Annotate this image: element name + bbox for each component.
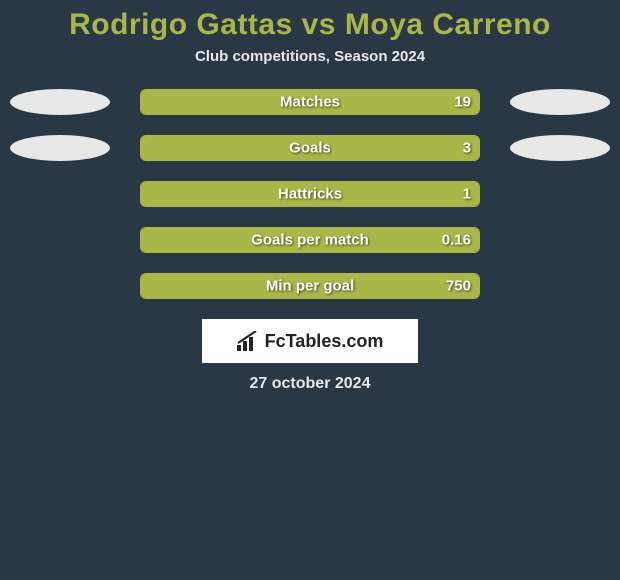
stat-bar: Goals 3 <box>140 135 480 161</box>
player-right-marker <box>510 89 610 115</box>
stat-value-right: 750 <box>446 278 471 295</box>
player-left-marker <box>10 89 110 115</box>
stat-label: Goals <box>289 140 331 157</box>
stat-label: Min per goal <box>266 278 354 295</box>
player-left-marker <box>10 135 110 161</box>
stat-row: Goals 3 <box>0 135 620 161</box>
stat-value-right: 19 <box>454 94 471 111</box>
date-label: 27 october 2024 <box>0 375 620 393</box>
logo-box: FcTables.com <box>202 319 418 363</box>
stat-row: Min per goal 750 <box>0 273 620 299</box>
stat-value-right: 0.16 <box>442 232 471 249</box>
stat-row: Matches 19 <box>0 89 620 115</box>
stat-label: Hattricks <box>278 186 342 203</box>
stat-row: Hattricks 1 <box>0 181 620 207</box>
stat-label: Matches <box>280 94 340 111</box>
page-subtitle: Club competitions, Season 2024 <box>0 48 620 65</box>
stat-value-right: 1 <box>463 186 471 203</box>
page-title: Rodrigo Gattas vs Moya Carreno <box>0 8 620 42</box>
logo-text: FcTables.com <box>265 331 384 352</box>
stat-bar: Matches 19 <box>140 89 480 115</box>
stat-value-right: 3 <box>463 140 471 157</box>
comparison-card: Rodrigo Gattas vs Moya Carreno Club comp… <box>0 0 620 393</box>
chart-icon <box>237 331 259 351</box>
stat-row: Goals per match 0.16 <box>0 227 620 253</box>
stat-rows: Matches 19 Goals 3 Hattricks 1 Goals per match… <box>0 89 620 299</box>
stat-label: Goals per match <box>251 232 369 249</box>
stat-bar: Min per goal 750 <box>140 273 480 299</box>
stat-bar: Goals per match 0.16 <box>140 227 480 253</box>
player-right-marker <box>510 135 610 161</box>
stat-bar: Hattricks 1 <box>140 181 480 207</box>
